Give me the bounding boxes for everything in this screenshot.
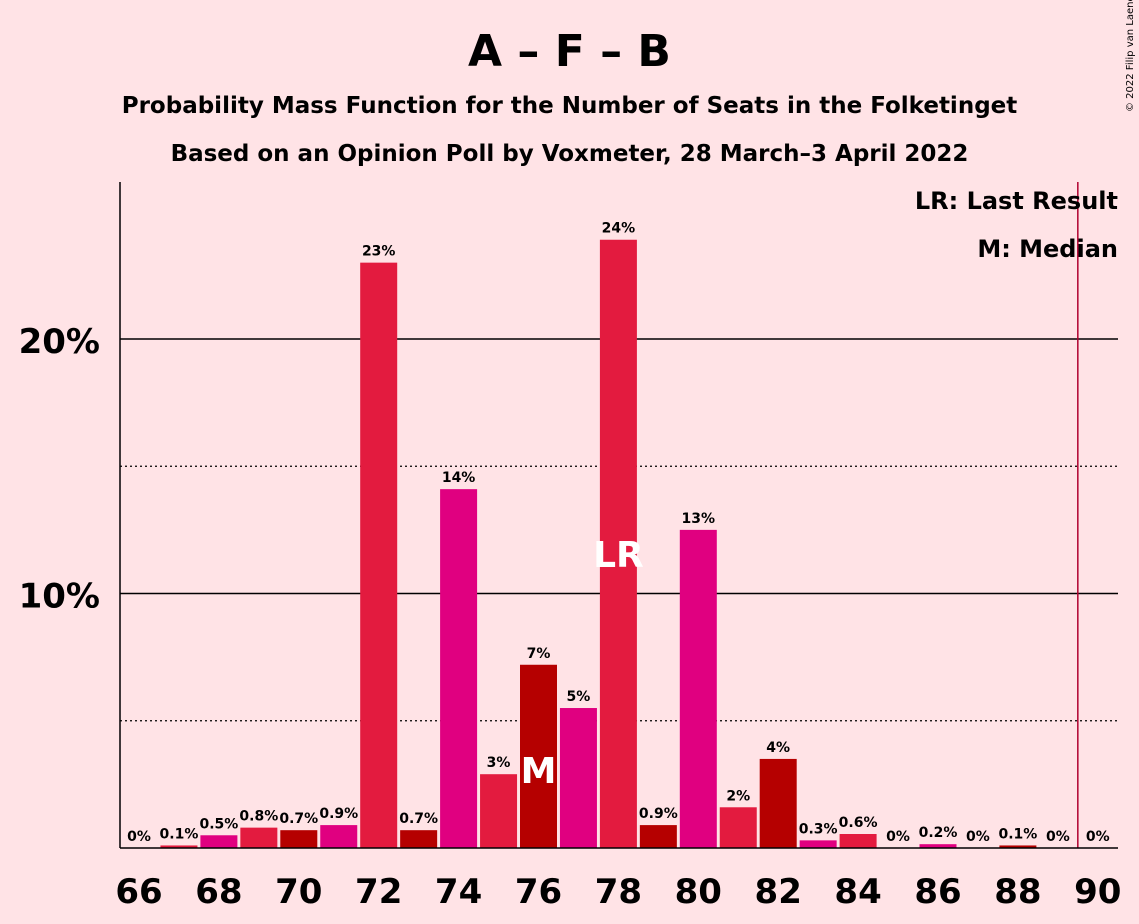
x-tick-label: 74 (435, 872, 482, 912)
bar (999, 845, 1037, 848)
bar (480, 774, 518, 848)
x-tick-label: 80 (675, 872, 722, 912)
x-tick-label: 66 (115, 872, 162, 912)
bar (799, 840, 837, 848)
bar-value-label: 0.6% (839, 815, 878, 831)
x-tick-label: 86 (914, 872, 961, 912)
bar-value-label: 0% (886, 829, 910, 845)
bar (320, 825, 358, 848)
bar (639, 825, 677, 848)
bar-value-label: 4% (766, 740, 790, 756)
bars-layer: 0% 0.1%0.5% 0.8% 0.7% 0.9%23%0.7%14%3%7%M5%2… (127, 221, 1110, 848)
bar (200, 835, 238, 848)
bar-value-label: 0.2% (919, 825, 958, 841)
bar (520, 664, 557, 848)
bar (400, 830, 438, 848)
bar (759, 758, 797, 848)
x-tick-label: 68 (195, 872, 242, 912)
bar-value-label: 24% (602, 221, 636, 237)
bar-value-label: 0.3% (799, 821, 838, 837)
bar-value-label: 0% (966, 829, 990, 845)
bar-value-label: 0% (127, 829, 151, 845)
bar (280, 830, 318, 848)
bar (719, 807, 757, 848)
legend-last-result: LR: Last Result (915, 187, 1118, 215)
x-tick-label: 88 (994, 872, 1041, 912)
chart-title: A – F – B (468, 26, 671, 77)
bar-value-label: 0.9% (639, 806, 678, 822)
last-result-marker: LR (593, 535, 644, 576)
bar (240, 827, 278, 848)
bar-value-label: 0.9% (319, 806, 358, 822)
bar-value-label: 14% (442, 470, 476, 486)
x-tick-label: 76 (515, 872, 562, 912)
x-tick-label: 84 (834, 872, 881, 912)
copyright-text: © 2022 Filip van Laenen (1125, 0, 1136, 112)
x-tick-label: 82 (755, 872, 802, 912)
median-marker: M (521, 751, 557, 792)
bar-value-label: 0% (1086, 829, 1110, 845)
bar-value-label: 13% (682, 511, 716, 527)
bar-value-label: 0.5% (199, 816, 238, 832)
bar-value-label: 0.1% (998, 826, 1037, 842)
chart-subtitle-2: Based on an Opinion Poll by Voxmeter, 28… (171, 141, 969, 167)
bar-value-label: 0% (1046, 829, 1070, 845)
bar (360, 262, 398, 848)
bar (919, 844, 957, 848)
chart-subtitle-1: Probability Mass Function for the Number… (122, 93, 1018, 119)
bar-value-label: 0.7% (399, 811, 438, 827)
legend-median: M: Median (977, 235, 1118, 263)
bar-value-label: 2% (726, 788, 750, 804)
bar (679, 529, 717, 848)
x-tick-label: 72 (355, 872, 402, 912)
bar-value-label: 5% (567, 689, 591, 705)
y-tick-label: 10% (19, 577, 100, 617)
x-tick-label: 90 (1074, 872, 1121, 912)
x-tick-label: 70 (275, 872, 322, 912)
axes-layer: 10% 20% 66 68 70 72 74 76 78 80 82 84 86 88 90 (19, 182, 1121, 912)
bar (839, 834, 877, 848)
bar-value-label: 0.1% (160, 826, 199, 842)
x-tick-label: 78 (595, 872, 642, 912)
bar-value-label: 3% (487, 755, 511, 771)
bar (160, 845, 198, 848)
bar (599, 239, 637, 848)
bar (559, 708, 597, 848)
bar-value-label: 7% (527, 646, 551, 662)
bar (440, 489, 478, 848)
bar-value-label: 0.8% (239, 809, 278, 825)
bar-value-label: 0.7% (279, 811, 318, 827)
y-tick-label: 20% (19, 322, 100, 362)
bar-value-label: 23% (362, 244, 396, 260)
